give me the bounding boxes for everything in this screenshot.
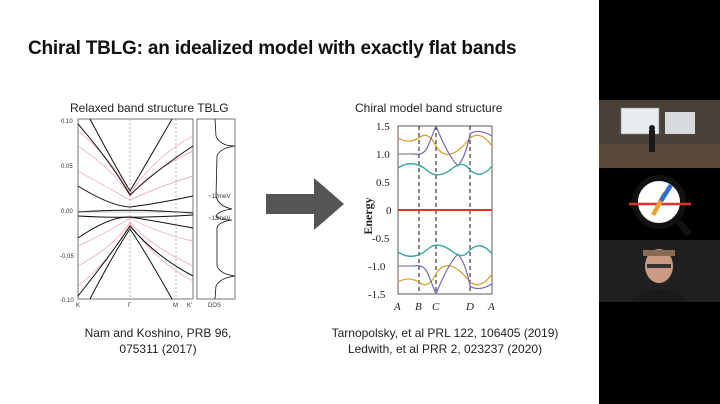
dos-panel-frame bbox=[196, 118, 236, 300]
x-tick-label: A bbox=[487, 301, 495, 313]
y-tick-label: 0 bbox=[386, 205, 392, 217]
dos-curve bbox=[214, 118, 236, 300]
classroom-video bbox=[599, 100, 720, 168]
gray-band bbox=[398, 153, 414, 267]
presentation-slide: Chiral TBLG: an idealized model with exa… bbox=[0, 0, 599, 404]
x-tick-label: B bbox=[415, 301, 422, 313]
left-citation-line: 075311 (2017) bbox=[119, 342, 197, 356]
right-citation-line: Ledwith, et al PRR 2, 023237 (2020) bbox=[347, 342, 543, 356]
y-tick-label: 1.5 bbox=[376, 121, 390, 133]
purple-band-upper bbox=[413, 125, 493, 167]
x-tick-label: D bbox=[465, 301, 474, 313]
x-tick-label: K bbox=[76, 303, 80, 309]
x-tick-label: Γ bbox=[128, 303, 132, 309]
y-tick-label: 0.00 bbox=[61, 209, 73, 215]
y-tick-label: -0.10 bbox=[60, 298, 74, 304]
relaxed-band-structure-plot: 0.10 0.05 0.00 -0.05 -0.10 bbox=[60, 118, 236, 309]
left-figure-caption: Relaxed band structure TBLG bbox=[70, 101, 229, 115]
right-citation: Tarnopolsky, et al PRL 122, 106405 (2019… bbox=[325, 325, 565, 357]
x-tick-label: A bbox=[393, 301, 401, 313]
x-tick-label: M bbox=[173, 303, 178, 309]
y-tick-label: 1.0 bbox=[376, 149, 390, 161]
right-arrow-icon bbox=[266, 178, 344, 230]
teal-band-lower bbox=[397, 244, 493, 257]
gold-band-upper bbox=[397, 134, 493, 155]
purple-band-lower bbox=[413, 253, 493, 295]
gap-label-upper: ~12meV bbox=[208, 194, 231, 200]
speaker-camera-tile[interactable] bbox=[599, 240, 720, 302]
left-citation-line: Nam and Koshino, PRB 96, bbox=[84, 326, 232, 340]
logo-tile[interactable] bbox=[599, 170, 720, 238]
room-camera-tile[interactable] bbox=[599, 100, 720, 168]
y-tick-label: 0.5 bbox=[376, 177, 390, 189]
slide-title: Chiral TBLG: an idealized model with exa… bbox=[28, 38, 517, 59]
gold-band-lower bbox=[397, 265, 493, 286]
right-citation-line: Tarnopolsky, et al PRL 122, 106405 (2019… bbox=[331, 326, 559, 340]
pink-bands bbox=[77, 130, 194, 287]
y-axis-label: Energy bbox=[361, 197, 375, 234]
y-tick-label: 0.10 bbox=[61, 119, 73, 125]
y-tick-label: -1.0 bbox=[368, 261, 386, 273]
gap-label-lower: ~13meV bbox=[208, 216, 231, 222]
y-tick-label: 0.05 bbox=[61, 164, 73, 170]
video-sidebar bbox=[599, 0, 720, 404]
y-tick-label: -1.5 bbox=[368, 289, 386, 301]
x-tick-label: K' bbox=[187, 303, 192, 309]
right-figure-caption: Chiral model band structure bbox=[355, 101, 503, 115]
chiral-band-structure-plot: Energy 1.5 1.0 0.5 0 -0.5 -1.0 -1.5 A B … bbox=[361, 121, 495, 313]
x-tick-label: C bbox=[432, 301, 440, 313]
teal-band-upper bbox=[397, 163, 493, 176]
left-citation: Nam and Koshino, PRB 96, 075311 (2017) bbox=[58, 325, 258, 357]
q-logo-icon bbox=[629, 170, 692, 238]
y-tick-label: -0.05 bbox=[60, 254, 74, 260]
dos-axis-label: DOS bbox=[208, 303, 221, 309]
speaker-video bbox=[599, 240, 720, 302]
black-bands bbox=[77, 118, 194, 300]
y-tick-label: -0.5 bbox=[372, 233, 390, 245]
